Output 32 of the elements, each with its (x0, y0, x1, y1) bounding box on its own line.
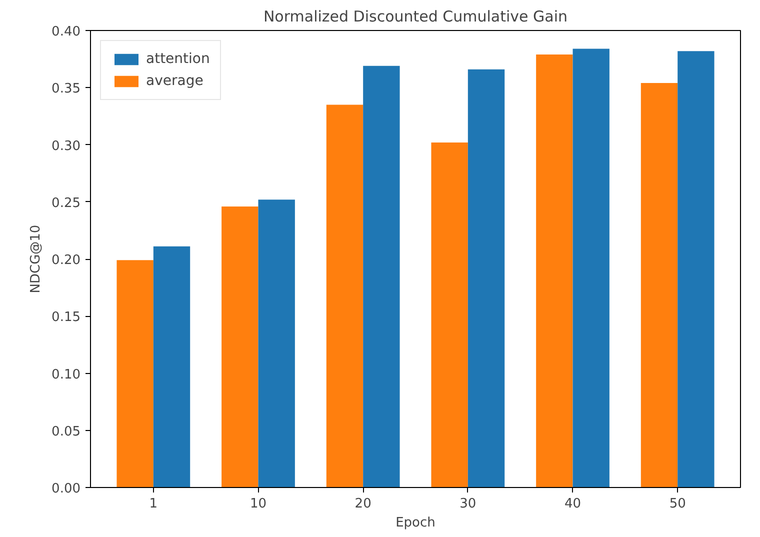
bar (363, 66, 400, 488)
y-tick-label: 0.35 (52, 82, 81, 97)
y-tick-label: 0.15 (52, 310, 81, 326)
bar (258, 200, 295, 488)
legend-label: average (146, 73, 204, 89)
bar (468, 69, 505, 488)
bar (326, 104, 364, 488)
x-axis-title: Epoch (396, 516, 436, 530)
x-tick-label: 40 (564, 496, 582, 512)
y-tick-label: 0.05 (52, 424, 81, 440)
y-tick-label: 0.10 (52, 367, 81, 382)
bar (222, 206, 258, 488)
x-tick-label: 1 (149, 496, 158, 512)
y-axis-title: NDCG@10 (28, 224, 44, 294)
chart-title: Normalized Discounted Cumulative Gain (263, 8, 568, 26)
x-tick-label: 10 (250, 496, 267, 512)
bar (153, 246, 190, 488)
bar (678, 51, 714, 488)
bar (431, 142, 468, 488)
x-tick-label: 30 (460, 496, 476, 512)
x-tick-label: 20 (354, 496, 372, 512)
bar (640, 83, 678, 488)
y-tick-label: 0.00 (52, 482, 81, 496)
bar (536, 54, 573, 488)
y-tick-label: 0.20 (52, 253, 81, 268)
bar (116, 260, 154, 488)
legend-label: attention (146, 51, 210, 67)
y-tick-label: 0.25 (52, 196, 81, 211)
x-tick-label: 50 (669, 496, 686, 512)
y-tick-label: 0.40 (52, 24, 81, 40)
bar (572, 48, 610, 488)
y-tick-label: 0.30 (52, 138, 81, 154)
